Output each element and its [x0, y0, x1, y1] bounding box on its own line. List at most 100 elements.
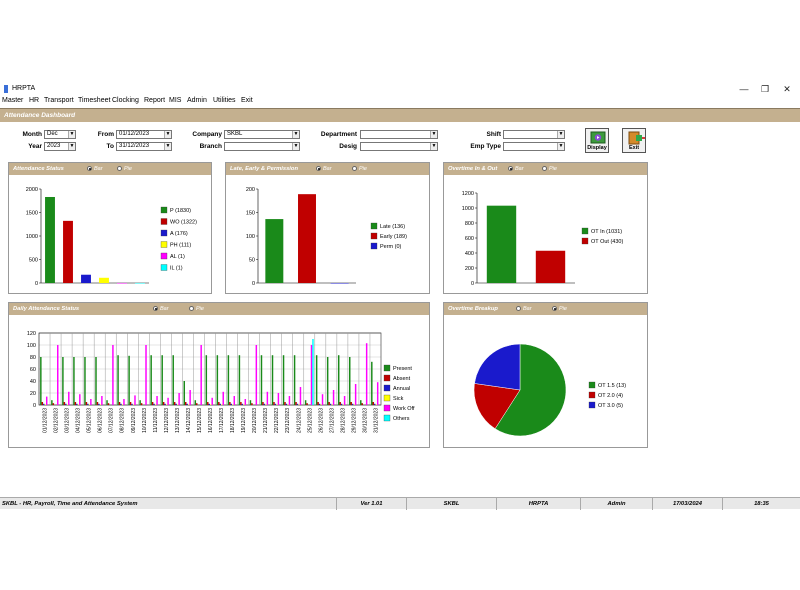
pie-radio[interactable]: Pie: [542, 166, 557, 172]
bar-radio[interactable]: Bar: [316, 166, 332, 172]
bar-radio-label: Bar: [323, 166, 332, 172]
pie-radio[interactable]: Pie: [552, 306, 567, 312]
chevron-down-icon: ▼: [68, 143, 75, 150]
bar-present: [349, 357, 351, 405]
y-tick-label: 2000: [26, 187, 38, 193]
bar-others: [312, 339, 314, 405]
bar-work-off: [222, 391, 224, 405]
x-tick-label: 08/12/2023: [120, 408, 126, 433]
menu-exit[interactable]: Exit: [241, 97, 253, 104]
legend-label: P (1830): [170, 208, 191, 214]
bar-sick: [298, 404, 300, 405]
bar-sick: [265, 404, 267, 405]
pie-radio[interactable]: Pie: [117, 166, 132, 172]
company-select[interactable]: SKBL ▼: [224, 130, 300, 139]
bar-present: [51, 400, 53, 405]
bar-annual: [175, 403, 177, 405]
y-tick-label: 1500: [26, 211, 38, 217]
restore-button[interactable]: ❐: [760, 84, 770, 94]
bar-sick: [353, 404, 355, 405]
menu-mis[interactable]: MIS: [169, 97, 182, 104]
bar-sick: [121, 404, 124, 405]
to-date-picker[interactable]: 31/12/2023 ▼: [116, 142, 172, 151]
x-tick-label: 20/12/2023: [252, 408, 258, 433]
panel-header: Late, Early & Permission Bar Pie: [226, 163, 429, 175]
pie-radio[interactable]: Pie: [189, 306, 204, 312]
year-select[interactable]: 2023 ▼: [44, 142, 76, 151]
bar-work-off: [79, 394, 81, 405]
bar-work-off: [321, 394, 324, 405]
y-tick-label: 0: [35, 281, 38, 287]
legend-swatch: [581, 237, 589, 245]
legend-label: Others: [393, 416, 410, 422]
minimize-button[interactable]: —: [739, 84, 749, 94]
pie-radio[interactable]: Pie: [352, 166, 367, 172]
bar-ot-out: [535, 250, 566, 283]
y-tick-label: 100: [246, 234, 255, 240]
menu-admin[interactable]: Admin: [187, 97, 207, 104]
emptype-select[interactable]: ▼: [503, 142, 565, 151]
bar-sick: [232, 404, 234, 405]
panel-title: Attendance Status: [13, 166, 64, 172]
late-early-panel: Late, Early & Permission Bar Pie 0 50 100 1…: [225, 162, 430, 294]
chevron-down-icon: ▼: [557, 131, 564, 138]
x-tick-label: 06/12/2023: [98, 408, 104, 433]
daily-attendance-chart: 0 20 40 60 80 100 120 01/12/2023 02/12/2023 03/12…: [27, 331, 415, 433]
bar-work-off: [57, 345, 59, 405]
bar-radio[interactable]: Bar: [508, 166, 524, 172]
chevron-down-icon: ▼: [164, 143, 171, 150]
x-tick-label: 18/12/2023: [230, 408, 236, 433]
shift-select[interactable]: ▼: [503, 130, 565, 139]
bar-sick: [210, 404, 212, 405]
bar-absent: [162, 402, 165, 405]
radio-on-icon: [153, 306, 158, 312]
bar-present: [95, 357, 97, 405]
department-select[interactable]: ▼: [360, 130, 438, 139]
bar-absent: [251, 403, 253, 405]
bar-annual: [76, 403, 78, 405]
pie-slice-ot-1-5: [494, 343, 567, 437]
menu-clocking[interactable]: Clocking: [112, 97, 139, 104]
branch-label: Branch: [199, 143, 222, 150]
menu-hr[interactable]: HR: [29, 97, 40, 104]
menu-master[interactable]: Master: [2, 97, 24, 104]
bar-radio[interactable]: Bar: [153, 306, 169, 312]
legend-swatch: [160, 241, 168, 248]
legend-swatch: [160, 264, 168, 271]
bar-radio[interactable]: Bar: [516, 306, 532, 312]
bar-work-off: [310, 345, 313, 405]
bar-sick: [243, 404, 245, 405]
bar-work-off: [354, 384, 357, 405]
bar-absent: [96, 402, 99, 405]
desig-select[interactable]: ▼: [360, 142, 438, 151]
menu-transport[interactable]: Transport: [44, 97, 74, 104]
menu-report[interactable]: Report: [144, 97, 166, 104]
legend-swatch: [383, 364, 391, 372]
month-select[interactable]: Dec ▼: [44, 130, 76, 139]
bar-sick: [176, 404, 179, 405]
display-button[interactable]: Display: [585, 128, 609, 153]
y-tick-label: 80: [30, 355, 36, 361]
bar-present: [172, 355, 174, 405]
bar-p: [45, 196, 55, 283]
page-title: Attendance Dashboard: [4, 112, 76, 119]
bar-present: [238, 355, 241, 405]
bar-work-off: [233, 396, 236, 405]
y-tick-label: 100: [27, 343, 36, 349]
bar-early: [298, 194, 316, 283]
bar-radio[interactable]: Bar: [87, 166, 103, 172]
status-version: Ver 1.01: [336, 498, 406, 510]
pie-radio-label: Pie: [559, 306, 567, 312]
menu-utilities[interactable]: Utilities: [213, 97, 236, 104]
exit-door-icon: [628, 131, 645, 145]
branch-select[interactable]: ▼: [224, 142, 300, 151]
close-button[interactable]: ✕: [783, 84, 791, 94]
bar-present: [73, 357, 75, 405]
x-tick-label: 23/12/2023: [285, 408, 291, 433]
bar-present: [128, 355, 130, 405]
bar-absent: [52, 403, 55, 405]
legend-label: WO (1322): [170, 220, 197, 226]
exit-button[interactable]: Exit: [622, 128, 646, 153]
from-date-picker[interactable]: 01/12/2023 ▼: [116, 130, 172, 139]
menu-timesheet[interactable]: Timesheet: [78, 97, 111, 104]
